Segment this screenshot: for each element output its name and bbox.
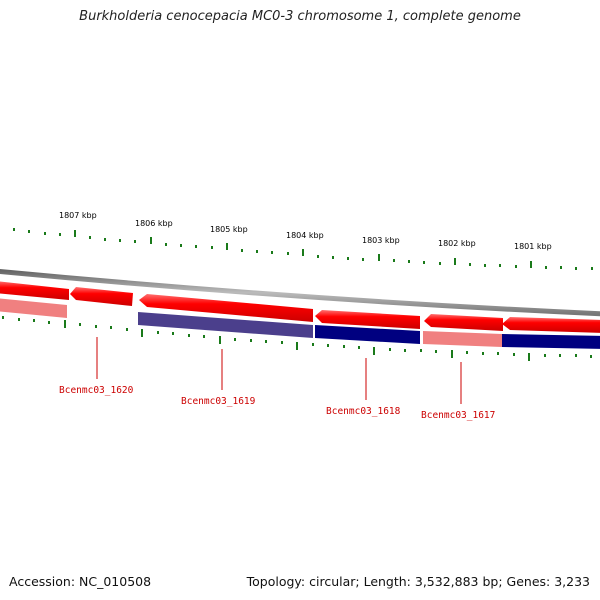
forward-strand-genes xyxy=(0,281,600,333)
reverse-gene-block[interactable] xyxy=(315,325,420,344)
map-title: Burkholderia cenocepacia MC0-3 chromosom… xyxy=(79,9,521,24)
genome-stats-text: Topology: circular; Length: 3,532,883 bp… xyxy=(246,574,590,589)
gene-label-bcenmc03-1619[interactable]: Bcenmc03_1619 xyxy=(181,396,256,407)
scale-label-1804: 1804 kbp xyxy=(286,231,324,240)
scale-label-1802: 1802 kbp xyxy=(438,239,476,248)
gene-label-leaders xyxy=(96,337,462,404)
scale-label-1801: 1801 kbp xyxy=(514,242,552,251)
forward-gene-arrow[interactable] xyxy=(139,294,313,322)
outer-scale-ticks xyxy=(13,228,593,270)
reverse-gene-block[interactable] xyxy=(138,312,313,338)
reverse-gene-block[interactable] xyxy=(502,334,600,349)
backbone-ring xyxy=(0,268,600,317)
scale-label-1805: 1805 kbp xyxy=(210,225,248,234)
gene-label-bcenmc03-1620[interactable]: Bcenmc03_1620 xyxy=(59,385,134,396)
inner-scale-ticks xyxy=(2,316,592,361)
gene-label-bcenmc03-1617[interactable]: Bcenmc03_1617 xyxy=(421,410,495,421)
reverse-gene-block[interactable] xyxy=(423,331,502,347)
reverse-strand-genes xyxy=(0,298,600,349)
reverse-gene-block[interactable] xyxy=(0,298,67,318)
scale-label-1806: 1806 kbp xyxy=(135,219,173,228)
scale-label-1807: 1807 kbp xyxy=(59,211,97,220)
scale-label-1803: 1803 kbp xyxy=(362,236,400,245)
accession-text: Accession: NC_010508 xyxy=(9,574,152,589)
forward-gene-arrow[interactable] xyxy=(315,310,420,329)
gene-label-bcenmc03-1618[interactable]: Bcenmc03_1618 xyxy=(326,406,401,417)
forward-gene-arrow[interactable] xyxy=(0,281,69,300)
forward-gene-arrow[interactable] xyxy=(424,314,503,331)
forward-gene-arrow[interactable] xyxy=(502,317,600,333)
forward-gene-arrow[interactable] xyxy=(70,287,133,306)
